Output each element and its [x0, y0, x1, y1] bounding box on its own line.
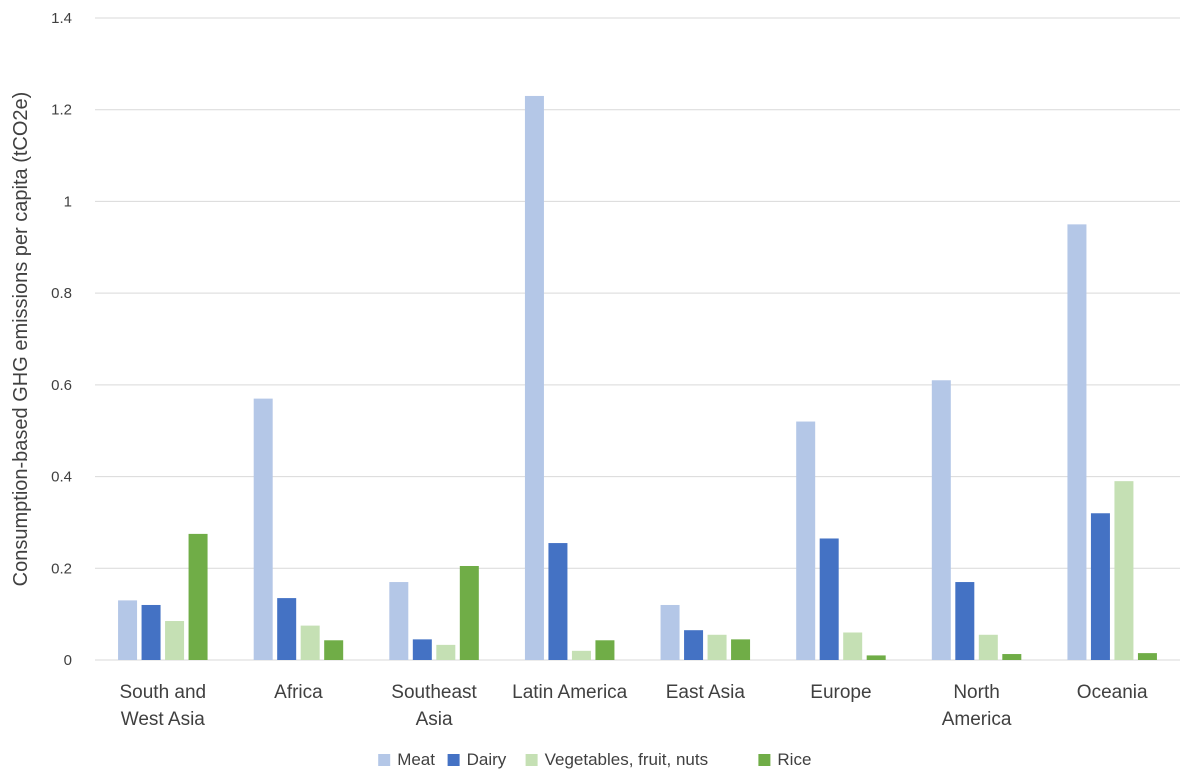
y-tick-label: 1	[64, 193, 72, 210]
bar-dairy	[955, 582, 975, 660]
legend-label: Vegetables, fruit, nuts	[545, 750, 709, 769]
legend-label: Rice	[777, 750, 811, 769]
bar-dairy	[277, 598, 297, 660]
bar-rice	[324, 640, 344, 660]
y-axis-label: Consumption-based GHG emissions per capi…	[10, 92, 32, 587]
x-category-label: Oceania	[1077, 682, 1148, 703]
x-category-label: Southeast	[391, 682, 477, 703]
legend-swatch	[758, 754, 771, 766]
y-tick-label: 1.4	[51, 10, 72, 27]
bar-meat	[660, 604, 680, 660]
x-category-label: South and	[119, 682, 206, 703]
legend-swatch	[378, 754, 391, 766]
legend-label: Meat	[397, 750, 435, 769]
bar-dairy	[412, 639, 432, 660]
bar-meat	[253, 398, 273, 660]
x-category-label: West Asia	[121, 709, 206, 730]
bar-dairy	[548, 543, 568, 660]
y-tick-label: 1.2	[51, 102, 72, 119]
y-tick-label: 0.8	[51, 285, 72, 302]
gridlines	[95, 17, 1180, 661]
bar-vegetables-fruit-nuts	[978, 634, 998, 660]
y-tick-label: 0.4	[51, 469, 72, 486]
bar-rice	[188, 533, 208, 660]
bar-meat	[118, 600, 138, 660]
legend: Meat Dairy Vegetables, fruit, nuts Rice	[378, 750, 811, 769]
legend-label: Dairy	[467, 750, 507, 769]
bar-dairy	[141, 604, 161, 660]
bar-meat	[796, 421, 816, 660]
bar-vegetables-fruit-nuts	[165, 621, 185, 660]
x-category-label: East Asia	[666, 682, 746, 703]
bar-dairy	[819, 538, 839, 660]
bar-vegetables-fruit-nuts	[707, 634, 727, 660]
x-category-label: America	[942, 709, 1012, 730]
bar-meat	[1067, 224, 1087, 660]
legend-swatch	[447, 754, 460, 766]
bar-rice	[595, 640, 615, 660]
bar-meat	[524, 95, 544, 660]
bar-vegetables-fruit-nuts	[843, 632, 863, 660]
bar-rice	[1137, 653, 1157, 660]
bar-rice	[459, 565, 479, 660]
y-axis-ticks: 0 0.2 0.4 0.6 0.8 1 1.2 1.4	[51, 10, 72, 669]
y-tick-label: 0.6	[51, 377, 72, 394]
bar-vegetables-fruit-nuts	[1114, 481, 1134, 660]
bar-dairy	[1090, 513, 1110, 660]
x-category-label: Latin America	[512, 682, 628, 703]
bar-dairy	[684, 630, 704, 660]
bar-vegetables-fruit-nuts	[436, 644, 456, 660]
bar-vegetables-fruit-nuts	[300, 625, 320, 660]
bar-rice	[866, 655, 886, 660]
bar-meat	[931, 380, 951, 660]
x-category-label: North	[953, 682, 999, 703]
legend-swatch	[525, 754, 538, 766]
x-category-label: Africa	[274, 682, 323, 703]
bar-meat	[389, 582, 409, 660]
x-axis-categories: South and West Asia Africa Southeast Asia Lat…	[119, 682, 1148, 730]
x-category-label: Asia	[416, 709, 453, 730]
bars	[118, 95, 1157, 660]
bar-rice	[1002, 654, 1022, 660]
bar-rice	[731, 639, 751, 660]
y-tick-label: 0	[64, 652, 72, 669]
x-category-label: Europe	[810, 682, 871, 703]
y-tick-label: 0.2	[51, 560, 72, 577]
bar-vegetables-fruit-nuts	[571, 650, 591, 660]
